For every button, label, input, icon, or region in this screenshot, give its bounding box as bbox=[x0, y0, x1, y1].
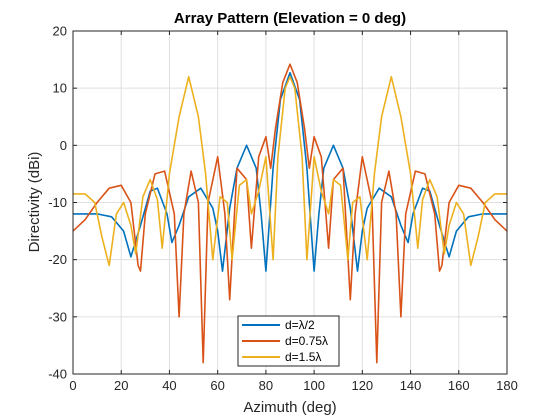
legend-label-1: d=0.75λ bbox=[285, 334, 328, 348]
x-tick-label: 60 bbox=[210, 378, 224, 393]
legend-label-0: d=λ/2 bbox=[285, 318, 315, 332]
x-tick-label: 80 bbox=[259, 378, 273, 393]
x-tick-label: 120 bbox=[351, 378, 373, 393]
x-tick-label: 20 bbox=[114, 378, 128, 393]
y-tick-label: 20 bbox=[53, 24, 67, 39]
y-tick-label: 0 bbox=[60, 138, 67, 153]
x-tick-label: 180 bbox=[496, 378, 518, 393]
ticks bbox=[72, 30, 508, 375]
series-line-2 bbox=[73, 75, 507, 267]
x-tick-label: 40 bbox=[162, 378, 176, 393]
x-tick-label: 0 bbox=[69, 378, 76, 393]
legend-label-2: d=1.5λ bbox=[285, 350, 321, 364]
y-tick-label: -10 bbox=[48, 195, 67, 210]
series-line-1 bbox=[72, 63, 508, 364]
x-axis-label: Azimuth (deg) bbox=[243, 399, 336, 416]
y-tick-label: -20 bbox=[48, 252, 67, 267]
x-tick-label: 100 bbox=[303, 378, 325, 393]
x-tick-label: 140 bbox=[400, 378, 422, 393]
x-tick-label: 160 bbox=[448, 378, 470, 393]
y-tick-label: -40 bbox=[48, 367, 67, 382]
tick-labels: 0 20 40 60 80 100 120 140 160 18020100-10-20-30-4… bbox=[48, 24, 518, 394]
series-line-0 bbox=[73, 71, 507, 272]
chart-title: Array Pattern (Elevation = 0 deg) bbox=[174, 10, 406, 27]
legend: d=λ/2 d=0.75λ d=1.5λ bbox=[237, 315, 340, 367]
y-axis-label: Directivity (dBi) bbox=[26, 152, 43, 253]
series-group bbox=[72, 63, 508, 364]
y-tick-label: 10 bbox=[53, 81, 67, 96]
y-tick-label: -30 bbox=[48, 309, 67, 324]
